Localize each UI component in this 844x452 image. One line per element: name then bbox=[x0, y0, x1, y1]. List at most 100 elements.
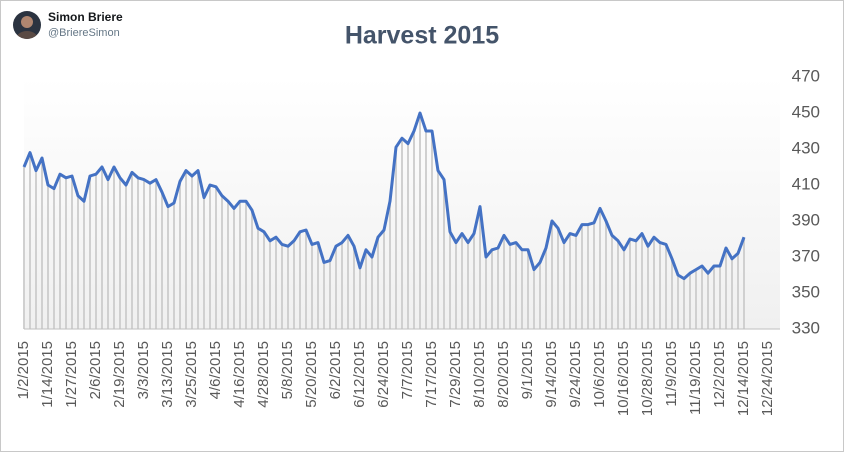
bar bbox=[737, 253, 739, 329]
bar bbox=[479, 206, 481, 329]
x-tick-label: 10/16/2015 bbox=[615, 341, 632, 416]
bar bbox=[731, 258, 733, 329]
bar bbox=[335, 246, 337, 329]
bar bbox=[635, 240, 637, 329]
x-tick-label: 2/19/2015 bbox=[111, 341, 128, 408]
x-tick-label: 9/24/2015 bbox=[567, 341, 584, 408]
bar bbox=[71, 176, 73, 329]
bar bbox=[149, 183, 151, 329]
bar bbox=[365, 249, 367, 329]
x-tick-label: 12/2/2015 bbox=[711, 341, 728, 408]
author-handle: @BriereSimon bbox=[48, 27, 120, 39]
bar bbox=[185, 170, 187, 329]
bar bbox=[701, 266, 703, 329]
x-tick-label: 4/28/2015 bbox=[255, 341, 272, 408]
bar bbox=[47, 185, 49, 329]
x-tick-label: 5/8/2015 bbox=[279, 341, 296, 399]
bar bbox=[473, 233, 475, 329]
bar bbox=[143, 179, 145, 329]
bar bbox=[329, 260, 331, 329]
bar bbox=[119, 177, 121, 329]
x-tick-label: 4/6/2015 bbox=[207, 341, 224, 399]
y-tick-label: 390 bbox=[792, 210, 820, 229]
bar bbox=[125, 185, 127, 329]
bar bbox=[449, 231, 451, 329]
bar bbox=[293, 240, 295, 329]
bar bbox=[713, 266, 715, 329]
bar bbox=[629, 239, 631, 329]
bar bbox=[515, 242, 517, 329]
bar bbox=[89, 176, 91, 329]
bar bbox=[353, 246, 355, 329]
bar bbox=[77, 195, 79, 329]
bar bbox=[59, 174, 61, 329]
bar bbox=[521, 249, 523, 329]
bar bbox=[191, 176, 193, 329]
bar bbox=[407, 143, 409, 329]
x-tick-label: 10/6/2015 bbox=[591, 341, 608, 408]
bar bbox=[707, 273, 709, 329]
bar bbox=[677, 275, 679, 329]
bar bbox=[257, 228, 259, 329]
bar bbox=[419, 113, 421, 329]
bar bbox=[383, 230, 385, 329]
bar bbox=[401, 138, 403, 329]
bar bbox=[743, 237, 745, 329]
bar bbox=[167, 206, 169, 329]
bar bbox=[659, 242, 661, 329]
bar bbox=[509, 244, 511, 329]
bar bbox=[395, 147, 397, 329]
x-tick-label: 1/14/2015 bbox=[39, 341, 56, 408]
bar bbox=[299, 231, 301, 329]
x-tick-label: 8/10/2015 bbox=[471, 341, 488, 408]
bar bbox=[203, 197, 205, 329]
y-tick-label: 470 bbox=[792, 66, 820, 85]
bar bbox=[161, 192, 163, 329]
bar bbox=[497, 248, 499, 329]
bar bbox=[539, 262, 541, 329]
x-tick-label: 3/13/2015 bbox=[159, 341, 176, 408]
bar bbox=[569, 233, 571, 329]
x-tick-label: 6/12/2015 bbox=[351, 341, 368, 408]
x-tick-label: 12/14/2015 bbox=[735, 341, 752, 416]
bar bbox=[695, 269, 697, 329]
x-tick-label: 8/20/2015 bbox=[495, 341, 512, 408]
bar bbox=[455, 242, 457, 329]
y-tick-label: 350 bbox=[792, 282, 820, 301]
bar bbox=[725, 248, 727, 329]
bar bbox=[137, 177, 139, 329]
chart-title: Harvest 2015 bbox=[345, 22, 499, 50]
bar bbox=[29, 152, 31, 329]
bar bbox=[437, 170, 439, 329]
bar bbox=[323, 262, 325, 329]
bar bbox=[179, 181, 181, 329]
x-tick-label: 6/2/2015 bbox=[327, 341, 344, 399]
bar bbox=[563, 242, 565, 329]
bar bbox=[461, 233, 463, 329]
bar bbox=[467, 242, 469, 329]
bar bbox=[227, 201, 229, 329]
x-tick-label: 1/2/2015 bbox=[15, 341, 32, 399]
bar bbox=[311, 244, 313, 329]
bar bbox=[527, 249, 529, 329]
x-tick-label: 9/1/2015 bbox=[519, 341, 536, 399]
bar bbox=[551, 221, 553, 329]
bar bbox=[593, 222, 595, 329]
bar bbox=[443, 179, 445, 329]
y-tick-label: 410 bbox=[792, 174, 820, 193]
bar bbox=[83, 201, 85, 329]
x-tick-label: 1/27/2015 bbox=[63, 341, 80, 408]
bar bbox=[503, 235, 505, 329]
bar bbox=[599, 208, 601, 329]
x-tick-label: 10/28/2015 bbox=[639, 341, 656, 416]
bar bbox=[287, 246, 289, 329]
avatar bbox=[13, 11, 41, 39]
bar bbox=[317, 242, 319, 329]
bar bbox=[491, 249, 493, 329]
bar bbox=[305, 230, 307, 329]
x-tick-label: 11/9/2015 bbox=[663, 341, 680, 407]
bar bbox=[215, 186, 217, 329]
bar bbox=[341, 242, 343, 329]
bar bbox=[101, 167, 103, 329]
bar bbox=[197, 170, 199, 329]
